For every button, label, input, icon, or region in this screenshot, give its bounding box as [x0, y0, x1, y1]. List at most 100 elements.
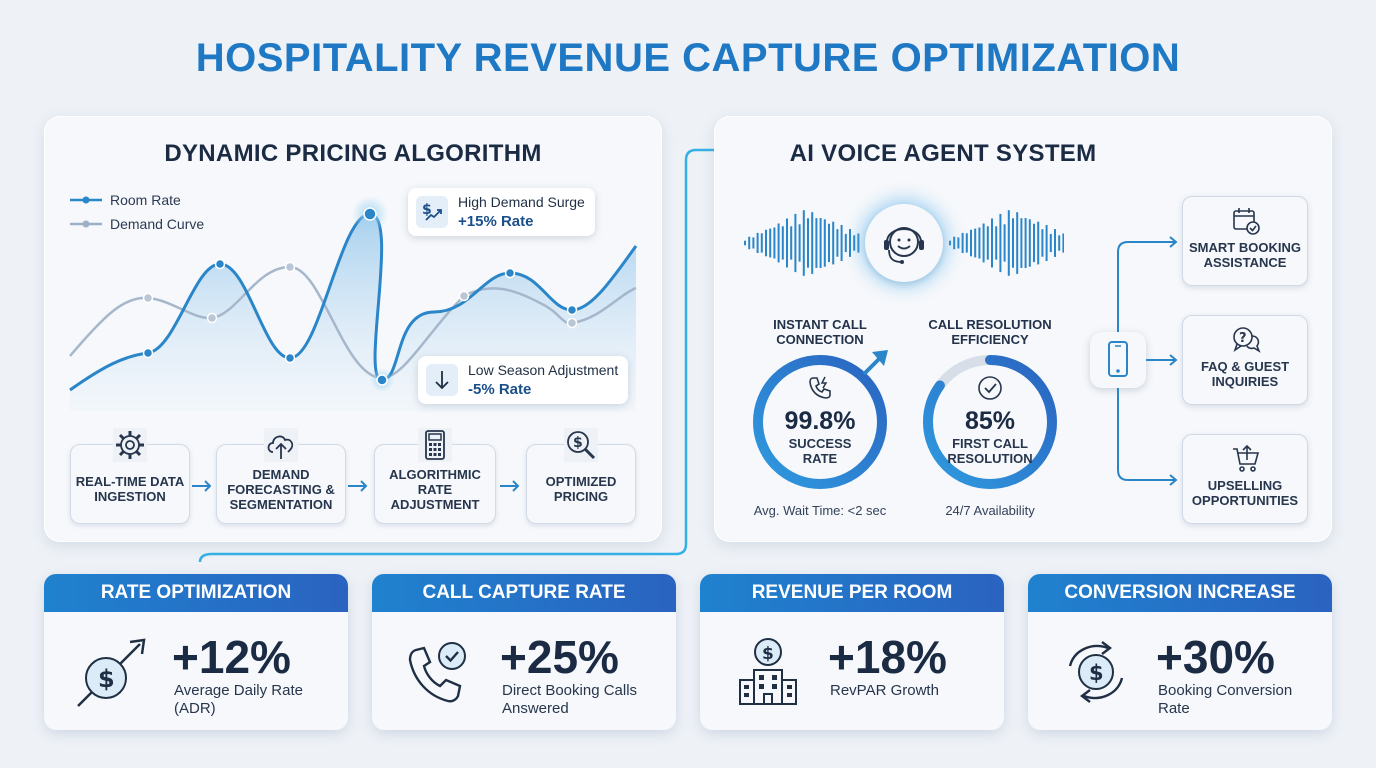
waveform-bar [756, 232, 759, 253]
step-rate-adjustment: ALGORITHMIC RATE ADJUSTMENT [374, 444, 496, 524]
waveform-bar [773, 227, 776, 259]
gauge-ring-connection [753, 355, 887, 489]
waveform-bar [786, 218, 788, 268]
pricing-panel-title: DYNAMIC PRICING ALGORITHM [164, 140, 542, 167]
kpi-title: RATE OPTIMIZATION [44, 574, 348, 612]
voice-panel: AI VOICE AGENT SYSTEM INSTANT CALL CONNE… [714, 116, 1332, 542]
gauge-label-resolution: CALL RESOLUTION EFFICIENCY [928, 317, 1052, 347]
arrow-down-icon [426, 364, 458, 396]
dollar-trend-icon: $ [416, 196, 448, 228]
step-label: ALGORITHMIC RATE ADJUSTMENT [389, 466, 481, 512]
waveform-bar [1037, 221, 1040, 265]
smartphone-icon [1108, 341, 1128, 377]
feature-connectors [1117, 236, 1178, 486]
waveform-bar [777, 223, 780, 263]
callout-high-line2: +15% Rate [458, 213, 534, 230]
waveform-bar [982, 223, 985, 263]
gauge-value-connection: 99.8% [784, 407, 856, 435]
svg-text:$: $ [1089, 661, 1104, 685]
gauge-sub-connection: SUCCESS RATE [788, 436, 852, 466]
waveform-bar [836, 229, 839, 257]
kpi-conversion: CONVERSION INCREASE $ +30% Booking Conve… [1028, 574, 1332, 730]
cloud-upload-icon [264, 428, 298, 462]
svg-text:$: $ [98, 665, 115, 693]
feature-smart-booking: SMART BOOKING ASSISTANCE [1182, 196, 1308, 286]
waveform-bar [1058, 235, 1061, 251]
demand-curve-line [69, 265, 637, 380]
legend-room-rate: Room Rate [70, 188, 204, 212]
svg-text:?: ? [1239, 331, 1247, 346]
waveform-bar [811, 212, 814, 274]
waveform-bar [1041, 229, 1044, 257]
waveform-bar [840, 225, 843, 261]
room-rate-points [142, 207, 578, 386]
waveform-bar [781, 226, 784, 260]
room-rate-swatch-icon [70, 196, 102, 204]
waveform-bar [999, 213, 1002, 273]
kpi-value: +18% [828, 631, 947, 683]
waveform-bar [1007, 210, 1010, 276]
gear-icon [113, 428, 147, 462]
cycle-dollar-icon: $ [1068, 641, 1124, 703]
waveform-bar [986, 226, 989, 260]
feature-label: UPSELLING OPPORTUNITIES [1191, 478, 1299, 508]
gauge-sub-resolution: FIRST CALL RESOLUTION [947, 436, 1033, 466]
waveform-bar [1033, 223, 1035, 263]
kpi-title: CONVERSION INCREASE [1028, 574, 1332, 612]
svg-text:$: $ [573, 435, 583, 451]
waveform-bar [790, 226, 793, 260]
waveform-bar [769, 228, 772, 258]
waveform-bar [953, 236, 956, 250]
waveform-bar [832, 221, 835, 265]
room-rate-line [69, 212, 638, 392]
legend-room-rate-label: Room Rate [110, 192, 181, 208]
waveform-bar [1003, 224, 1006, 262]
kpi-label: RevPAR Growth [830, 682, 939, 699]
kpi-call-capture: CALL CAPTURE RATE +25% Direct Booking Ca… [372, 574, 676, 730]
kpi-revenue-per-room: REVENUE PER ROOM $ +18% RevPAR Growth [700, 574, 1004, 730]
waveform-bar [748, 236, 751, 250]
kpi-label: Direct Booking Calls Answered [502, 682, 638, 717]
kpi-title: REVENUE PER ROOM [700, 574, 1004, 612]
check-circle-icon [978, 376, 1002, 400]
gauge-center-connection: 99.8% SUCCESS RATE [770, 374, 870, 466]
calendar-check-icon [1233, 208, 1260, 235]
chat-question-icon: ? [1233, 327, 1261, 353]
gauge-label-connection: INSTANT CALL CONNECTION [773, 317, 867, 347]
kpi-label: Average Daily Rate (ADR) [174, 682, 303, 717]
waveform-bar [857, 233, 860, 253]
step-arrows [192, 480, 520, 492]
waveform-bar [991, 218, 993, 268]
waveform-bar [1049, 233, 1052, 253]
feature-faq: ? FAQ & GUEST INQUIRIES [1182, 315, 1308, 405]
hotel-dollar-icon: $ [739, 638, 797, 705]
voice-panel-title: AI VOICE AGENT SYSTEM [789, 140, 1097, 167]
waveform-bar [1062, 233, 1064, 253]
callout-high-line1: High Demand Surge [458, 194, 585, 210]
cart-icon [1233, 444, 1260, 472]
waveform-bar [1045, 225, 1048, 261]
waveform-bar [849, 229, 851, 257]
waveform-bar [1016, 212, 1019, 274]
waveform-bar [1012, 218, 1014, 268]
svg-text:$: $ [422, 202, 432, 218]
waveform-bar [961, 232, 964, 253]
demand-curve-swatch-icon [70, 220, 102, 228]
feature-label: SMART BOOKING ASSISTANCE [1189, 240, 1301, 270]
waveform-bar [853, 235, 856, 251]
waveform-bar [974, 228, 977, 258]
waveform-bar [828, 223, 830, 263]
waveform-bar [760, 233, 763, 253]
pricing-panel: DYNAMIC PRICING ALGORITHM Room Rate Dema… [44, 116, 662, 542]
feature-upselling: UPSELLING OPPORTUNITIES [1182, 434, 1308, 524]
kpi-label: Booking Conversion Rate [1158, 682, 1293, 717]
dollar-growth-icon: $ [77, 638, 146, 707]
voice-waveform [744, 210, 1064, 276]
kpi-title: CALL CAPTURE RATE [372, 574, 676, 612]
waveform-bar [794, 213, 797, 273]
waveform-bar [1020, 218, 1023, 268]
gauge-ring-resolution [923, 355, 1057, 489]
waveform-bar [957, 237, 960, 249]
phone-hub [1090, 332, 1146, 388]
growth-arrow-icon [862, 350, 888, 376]
